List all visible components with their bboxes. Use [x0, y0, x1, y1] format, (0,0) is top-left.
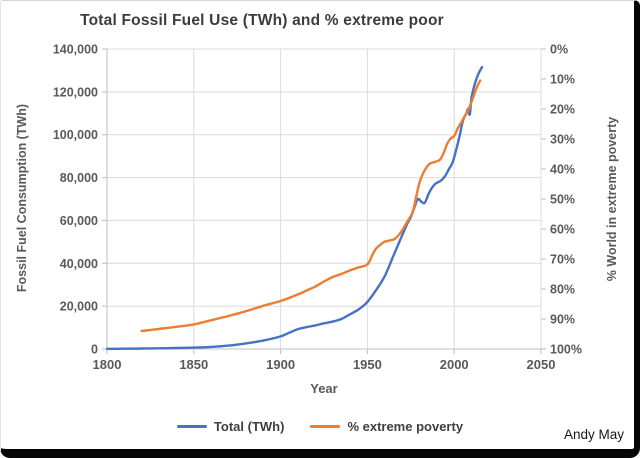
- x-axis-tick-label: 1800: [93, 357, 122, 372]
- left-axis-title: Fossil Fuel Consumption (TWh): [15, 103, 29, 293]
- right-axis-tick-label: 40%: [550, 163, 575, 177]
- chart-legend: Total (TWh) % extreme poverty: [15, 419, 625, 434]
- left-axis-tick-label: 140,000: [53, 43, 98, 57]
- legend-label: % extreme poverty: [347, 419, 464, 434]
- left-axis-tick-label: 80,000: [60, 171, 98, 185]
- left-axis-tick-label: 40,000: [60, 257, 98, 271]
- legend-line-swatch: [310, 425, 341, 428]
- right-axis-tick-label: 100%: [550, 343, 582, 357]
- series-line-total-twh: [105, 66, 484, 350]
- legend-label: Total (TWh): [213, 419, 285, 434]
- right-axis-tick-label: 80%: [550, 283, 575, 297]
- right-axis-tick-label: 70%: [550, 253, 575, 267]
- right-axis-tick-label: 60%: [550, 223, 575, 237]
- series-line-extreme-poverty: [140, 79, 482, 333]
- author-credit: Andy May: [563, 427, 624, 442]
- x-axis-tick-label: 2050: [527, 357, 556, 372]
- left-axis-tick-label: 0: [91, 343, 98, 357]
- right-axis-tick-label: 50%: [550, 193, 575, 207]
- right-axis-tick-label: 20%: [550, 103, 575, 117]
- left-axis-tick-label: 120,000: [53, 85, 98, 99]
- right-axis-tick-label: 10%: [550, 73, 575, 87]
- legend-item-0: Total (TWh): [176, 419, 285, 434]
- legend-line-swatch: [176, 425, 207, 428]
- left-axis-tick-label: 20,000: [60, 300, 98, 314]
- right-axis-title: % World in extreme poverty: [605, 116, 619, 282]
- x-axis-tick-label: 2000: [440, 357, 469, 372]
- x-axis-tick-label: 1950: [353, 357, 382, 372]
- left-axis-tick-label: 60,000: [60, 214, 98, 228]
- x-axis-title: Year: [310, 381, 338, 396]
- x-axis-tick-label: 1900: [266, 357, 295, 372]
- right-axis-tick-label: 0%: [550, 43, 568, 57]
- x-axis-tick-label: 1850: [179, 357, 208, 372]
- left-axis-tick-label: 100,000: [53, 128, 98, 142]
- legend-item-1: % extreme poverty: [310, 419, 463, 434]
- chart-title: Total Fossil Fuel Use (TWh) and % extrem…: [80, 12, 444, 29]
- right-axis-tick-label: 90%: [550, 313, 575, 327]
- right-axis-tick-label: 30%: [550, 133, 575, 147]
